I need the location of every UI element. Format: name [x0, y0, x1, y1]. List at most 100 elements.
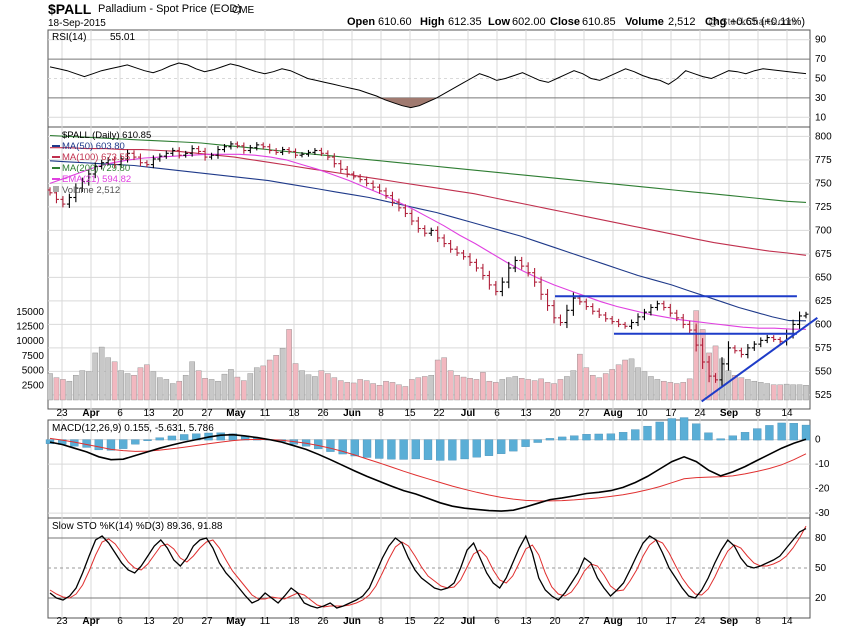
ohlc-bar: [564, 304, 570, 329]
volume-bar: [577, 353, 583, 401]
volume-bar: [428, 375, 435, 401]
price-tick-label: 775: [815, 155, 832, 166]
volume-bar: [208, 379, 215, 401]
x-tick-label: 20: [172, 408, 184, 419]
macd-histogram-bar: [179, 434, 189, 441]
volume-bar: [79, 370, 86, 401]
volume-bar: [525, 379, 531, 401]
x-tick-label: 11: [260, 408, 271, 419]
macd-histogram-bar: [777, 422, 786, 441]
volume-bar: [790, 384, 796, 401]
macd-histogram-bar: [753, 428, 762, 441]
volume-bar: [157, 377, 163, 401]
low-value: 602.00: [512, 16, 546, 28]
volume-tick-label: 2500: [22, 380, 45, 391]
ma50-line: [49, 160, 807, 322]
ohlc-bar: [260, 142, 266, 150]
volume-bar: [202, 378, 208, 401]
volume-bar: [693, 310, 699, 401]
macd-histogram-bar: [667, 418, 677, 441]
ohlc-bar: [209, 152, 215, 160]
ohlc-bar: [700, 338, 706, 369]
volume-bar: [370, 383, 376, 401]
x-tick-label: 27: [201, 616, 213, 627]
ohlc-bar: [448, 239, 454, 253]
macd-tick-label: 0: [815, 435, 821, 446]
ohlc-bar: [170, 147, 176, 157]
volume-bar: [551, 383, 557, 401]
ohlc-bar: [797, 311, 803, 329]
macd-histogram-bar: [399, 439, 408, 460]
volume-bar: [350, 382, 357, 401]
macd-histogram-bar: [692, 423, 701, 441]
ohlc-bar: [557, 314, 563, 326]
ohlc-bar: [499, 277, 505, 297]
ohlc-bar: [144, 160, 150, 168]
ohlc-bar: [112, 156, 118, 168]
volume-bar: [686, 378, 693, 401]
x-tick-label: 11: [260, 616, 271, 627]
volume-bar: [544, 382, 551, 401]
ohlc-bar: [486, 270, 492, 290]
ohlc-bar: [305, 149, 311, 157]
volume-bar: [111, 361, 118, 401]
ohlc-bar: [280, 146, 286, 156]
x-tick-label: Jul: [461, 616, 476, 627]
volume-bar: [215, 380, 221, 401]
macd-histogram-bar: [545, 438, 555, 441]
ohlc-bar: [538, 276, 544, 300]
volume-bar: [421, 376, 428, 401]
x-tick-label: 17: [665, 408, 677, 419]
chart-exchange: CME: [232, 5, 255, 16]
ohlc-bar: [435, 226, 441, 243]
macd-histogram-bar: [362, 439, 372, 458]
ohlc-bar: [189, 145, 195, 157]
volume-bars: [47, 310, 809, 401]
ohlc-bar: [247, 144, 253, 154]
price-tick-label: 550: [815, 366, 832, 377]
ohlc-bar: [661, 300, 667, 311]
ohlc-bar: [377, 184, 383, 194]
ohlc-bar: [590, 303, 596, 315]
ma100-line: [50, 147, 807, 256]
volume-bar: [150, 371, 157, 401]
x-tick-label: 13: [520, 408, 532, 419]
volume-bar: [292, 363, 299, 401]
ohlc-bar: [86, 169, 92, 186]
volume-bar: [286, 329, 292, 401]
ohlc-bar: [286, 147, 292, 154]
ohlc-bar: [525, 262, 531, 277]
price-tick-label: 650: [815, 272, 832, 283]
volume-bar: [777, 384, 783, 401]
price-bars: [47, 141, 809, 387]
ma200-line: [49, 134, 807, 203]
x-tick-label: May: [226, 616, 246, 627]
ohlc-bar: [176, 147, 182, 159]
macd-histogram-bar: [484, 439, 494, 456]
ohlc-bar: [648, 304, 654, 316]
volume-bar: [402, 386, 409, 401]
volume-bar: [60, 379, 66, 401]
volume-bar: [434, 359, 441, 401]
x-tick-label: 18: [288, 408, 300, 419]
macd-line: [49, 433, 807, 512]
volume-bar: [628, 358, 635, 401]
volume-bar: [312, 376, 318, 401]
volume-bar: [318, 370, 325, 401]
volume-bar: [512, 376, 519, 401]
volume-bar: [609, 369, 615, 401]
ohlc-bar: [364, 176, 370, 187]
volume-tick-label: 5000: [22, 366, 45, 377]
chg-value: +0.65 (+0.11%): [730, 16, 805, 28]
volume-bar: [131, 375, 137, 401]
x-tick-label: May: [226, 408, 246, 419]
x-tick-label: 26: [317, 616, 329, 627]
x-tick-label: 20: [549, 408, 561, 419]
price-tick-label: 700: [815, 225, 832, 236]
volume-bar: [389, 382, 396, 401]
x-tick-label: 10: [636, 408, 648, 419]
ohlc-bar: [163, 150, 169, 159]
axis-labels: 23 23 Apr Apr 6 6 13 13 20 20 27 27 May May 11 11 18 18 26…: [16, 35, 832, 627]
x-tick-label: Jul: [461, 408, 476, 419]
macd-histogram-bar: [119, 439, 128, 449]
